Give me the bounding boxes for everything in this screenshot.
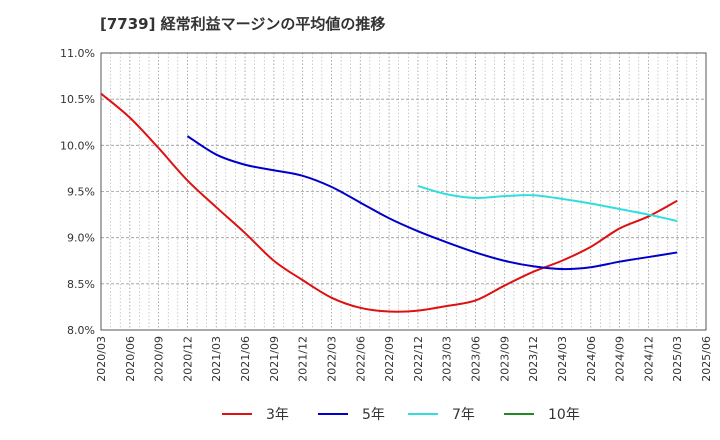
legend-label: 10年 [548,407,580,423]
y-tick-label: 10.0% [60,139,95,152]
y-tick-label: 11.0% [60,47,95,60]
series-line-7年 [417,184,678,223]
grid [101,53,706,330]
x-tick-label: 2020/12 [181,336,194,382]
legend-label: 5年 [362,407,385,423]
x-tick-label: 2024/06 [585,336,598,382]
legend: 3年 5年 7年 10年 [222,407,580,423]
x-tick-label: 2022/09 [383,336,396,382]
series-line-5年 [186,135,678,271]
x-tick-label: 2023/09 [498,336,511,382]
y-tick-label: 8.5% [67,278,95,291]
x-tick-label: 2020/09 [153,336,166,382]
series-lines [100,92,678,313]
series-line-3年 [100,92,678,313]
x-tick-label: 2021/06 [239,336,252,382]
x-tick-label: 2022/12 [412,336,425,382]
x-tick-label: 2025/06 [700,336,713,382]
x-tick-label: 2024/03 [556,336,569,382]
x-tick-label: 2023/03 [441,336,454,382]
x-tick-label: 2025/03 [671,336,684,382]
y-tick-label: 8.0% [67,324,95,337]
x-tick-label: 2021/09 [268,336,281,382]
y-tick-label: 10.5% [60,93,95,106]
x-tick-label: 2024/12 [642,336,655,382]
chart-title: [7739] 経常利益マージンの平均値の推移 [100,15,386,33]
legend-label: 3年 [266,407,289,423]
plot-border [100,52,707,331]
legend-label: 7年 [452,407,475,423]
x-tick-label: 2020/03 [95,336,108,382]
axes [100,52,707,331]
x-tick-label: 2021/12 [297,336,310,382]
x-tick-label: 2022/06 [354,336,367,382]
y-tick-label: 9.5% [67,186,95,199]
y-tick-label: 9.0% [67,232,95,245]
x-tick-label: 2023/06 [470,336,483,382]
x-tick-label: 2022/03 [325,336,338,382]
x-tick-label: 2020/06 [124,336,137,382]
y-tick-labels: 8.0% 8.5% 9.0% 9.5% 10.0% 10.5% 11.0% [60,47,95,337]
x-tick-label: 2021/03 [210,336,223,382]
x-tick-label: 2024/09 [614,336,627,382]
x-tick-label: 2023/12 [527,336,540,382]
x-tick-labels: 2020/03 2020/06 2020/09 2020/12 2021/03 2021/… [95,336,713,382]
